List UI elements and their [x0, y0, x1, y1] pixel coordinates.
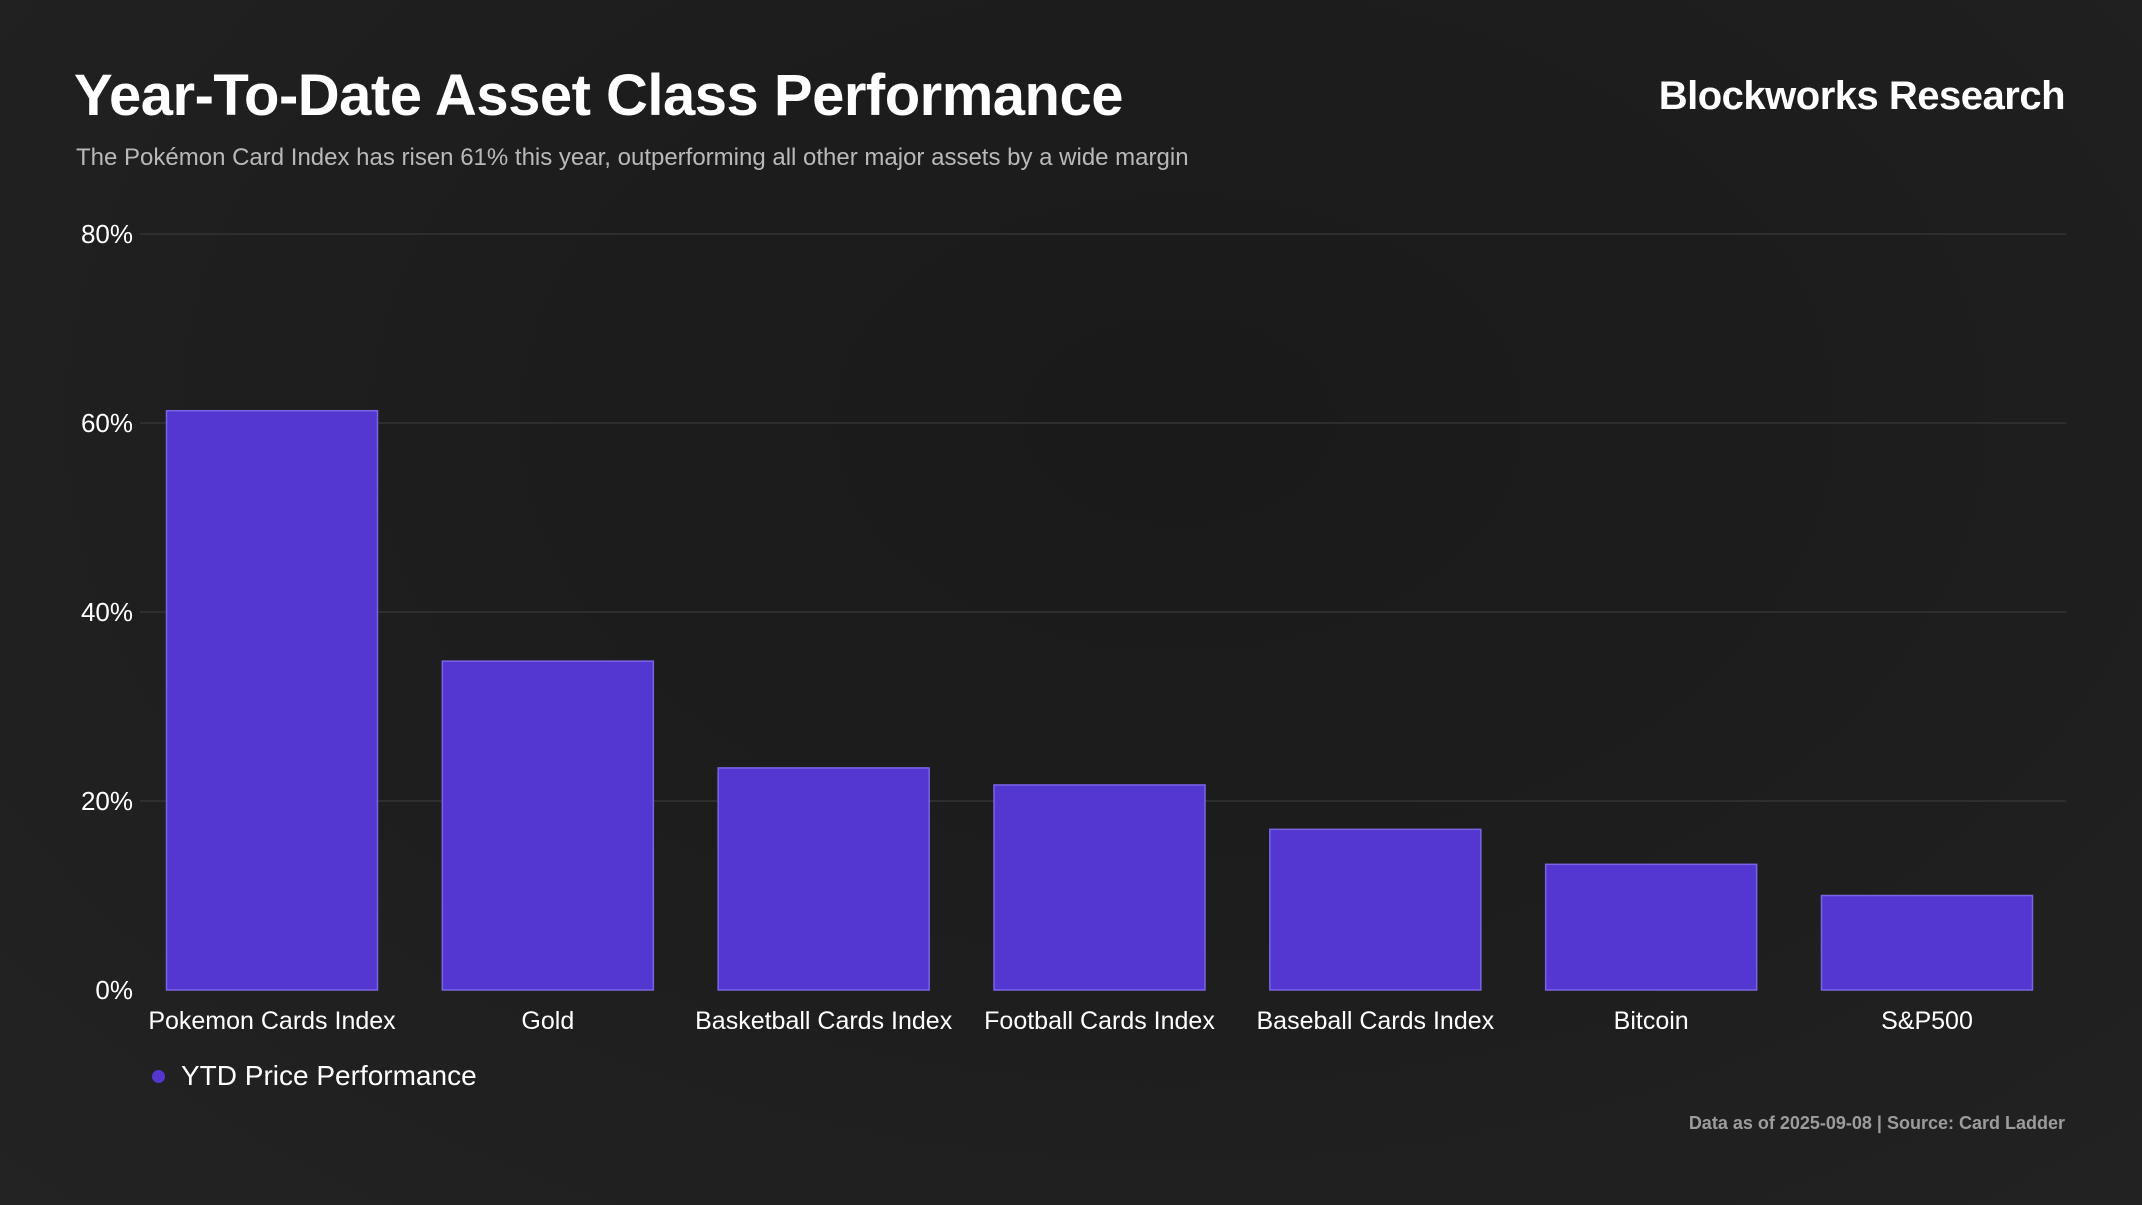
y-tick-label: 40% — [81, 597, 133, 627]
source-note: Data as of 2025-09-08 | Source: Card Lad… — [1688, 1113, 2065, 1133]
x-tick-label: Baseball Cards Index — [1257, 1007, 1495, 1035]
y-tick-label: 80% — [81, 219, 133, 249]
x-tick-label: Football Cards Index — [984, 1007, 1215, 1035]
y-axis-tick-labels: 0% 20% 40% 60% 80% — [81, 219, 133, 1005]
chart-subtitle: The Pokémon Card Index has risen 61% thi… — [76, 144, 1189, 171]
bar — [717, 767, 930, 991]
y-tick-label: 60% — [81, 408, 133, 438]
legend: YTD Price Performance — [152, 1060, 477, 1092]
bar — [1820, 894, 2034, 991]
x-tick-label: S&P500 — [1881, 1007, 1973, 1035]
bar — [1544, 863, 1758, 991]
bars — [165, 409, 2034, 991]
bar — [441, 660, 655, 991]
chart-title: Year-To-Date Asset Class Performance — [74, 63, 1124, 128]
bar — [1269, 828, 1482, 991]
gridlines — [140, 233, 2066, 802]
x-tick-label: Pokemon Cards Index — [148, 1007, 396, 1035]
x-tick-label: Gold — [521, 1007, 574, 1035]
bar — [165, 409, 379, 991]
x-axis-tick-labels: Pokemon Cards Index Gold Basketball Cards … — [148, 1007, 1973, 1035]
bar — [993, 784, 1206, 991]
legend-label: YTD Price Performance — [181, 1060, 477, 1091]
x-tick-label: Basketball Cards Index — [695, 1007, 953, 1035]
y-tick-label: 0% — [95, 975, 133, 1005]
brand-logo-text: Blockworks Research — [1658, 74, 2066, 118]
x-tick-label: Bitcoin — [1614, 1007, 1689, 1035]
y-tick-label: 20% — [81, 786, 133, 816]
legend-marker-dot — [152, 1069, 165, 1083]
